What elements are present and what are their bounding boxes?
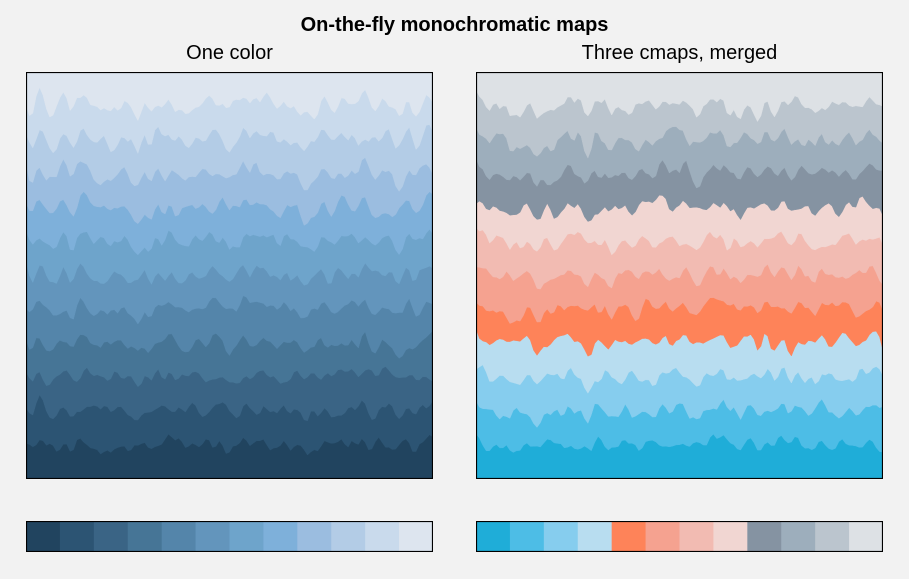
one-color-colorbar-swatch-9 xyxy=(331,521,366,552)
three-cmaps-colorbar-swatch-1 xyxy=(509,521,545,552)
figure-title: On-the-fly monochromatic maps xyxy=(300,14,609,36)
three-cmaps-colorbar-swatch-8 xyxy=(747,521,782,552)
one-color-colorbar-swatch-3 xyxy=(127,521,163,552)
one-color-colorbar-swatch-7 xyxy=(263,521,298,552)
one-color-colorbar-swatch-10 xyxy=(365,521,400,552)
one-color-colorbar-swatch-4 xyxy=(161,521,197,552)
three-cmaps-colorbar-swatch-3 xyxy=(577,521,613,552)
three-cmaps-plot-frame xyxy=(476,72,883,479)
one-color-colorbar-swatch-11 xyxy=(399,521,433,552)
three-cmaps-contour-plot xyxy=(476,72,883,479)
one-color-colorbar-swatch-0 xyxy=(26,521,61,552)
three-cmaps-colorbar-swatch-11 xyxy=(849,521,883,552)
three-cmaps-colorbar-swatch-0 xyxy=(476,521,511,552)
three-cmaps-colorbar-swatch-4 xyxy=(611,521,647,552)
three-cmaps-plot-band-11 xyxy=(476,72,883,123)
one-color-colorbar-frame xyxy=(26,521,433,552)
one-color-colorbar-swatch-6 xyxy=(229,521,264,552)
three-cmaps-colorbar-swatch-9 xyxy=(781,521,816,552)
three-cmaps-colorbar-swatch-10 xyxy=(815,521,850,552)
panel-right-title: Three cmaps, merged xyxy=(581,42,778,64)
three-cmaps-colorbar-swatch-7 xyxy=(713,521,748,552)
one-color-colorbar-swatch-2 xyxy=(93,521,129,552)
one-color-colorbar xyxy=(26,521,433,552)
panel-left-title: One color xyxy=(186,42,273,64)
three-cmaps-colorbar-swatch-2 xyxy=(543,521,579,552)
three-cmaps-colorbar-frame xyxy=(476,521,883,552)
one-color-contour-plot xyxy=(26,72,433,479)
three-cmaps-colorbar-swatch-5 xyxy=(645,521,680,552)
one-color-plot-band-11 xyxy=(26,72,433,122)
three-cmaps-colorbar-swatch-6 xyxy=(679,521,714,552)
three-cmaps-colorbar xyxy=(476,521,883,552)
one-color-colorbar-swatch-1 xyxy=(59,521,95,552)
one-color-colorbar-swatch-8 xyxy=(297,521,332,552)
one-color-colorbar-swatch-5 xyxy=(195,521,230,552)
one-color-plot-frame xyxy=(26,72,433,479)
